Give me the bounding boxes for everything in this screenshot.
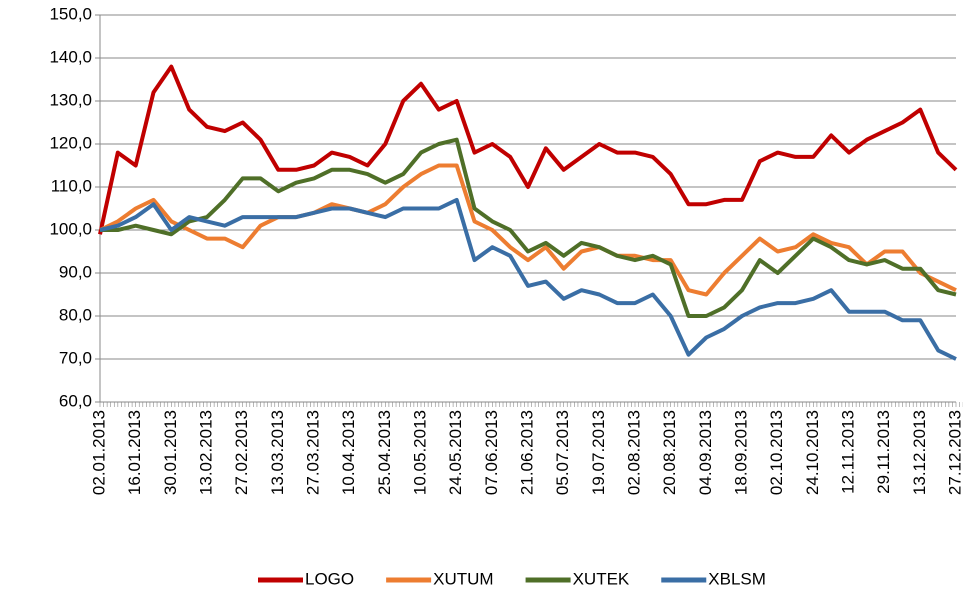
y-tick-label: 80,0 bbox=[59, 305, 92, 324]
y-tick-label: 120,0 bbox=[49, 133, 92, 152]
x-tick-label: 27.02.2013 bbox=[232, 410, 251, 495]
y-tick-label: 70,0 bbox=[59, 348, 92, 367]
x-tick-label: 13.02.2013 bbox=[196, 410, 215, 495]
x-tick-label: 25.04.2013 bbox=[375, 410, 394, 495]
legend-label: XUTEK bbox=[573, 569, 630, 588]
x-tick-label: 10.05.2013 bbox=[410, 410, 429, 495]
y-tick-label: 60,0 bbox=[59, 391, 92, 410]
x-tick-label: 20.08.2013 bbox=[660, 410, 679, 495]
x-tick-label: 13.12.2013 bbox=[910, 410, 929, 495]
x-tick-label: 18.09.2013 bbox=[731, 410, 750, 495]
y-tick-label: 90,0 bbox=[59, 262, 92, 281]
x-tick-label: 27.12.2013 bbox=[945, 410, 963, 495]
x-tick-label: 24.05.2013 bbox=[446, 410, 465, 495]
x-tick-label: 12.11.2013 bbox=[838, 410, 857, 494]
x-tick-label: 02.10.2013 bbox=[767, 410, 786, 495]
legend-label: XUTUM bbox=[433, 569, 493, 588]
x-tick-label: 02.01.2013 bbox=[89, 410, 108, 495]
y-tick-label: 100,0 bbox=[49, 219, 92, 238]
series-line bbox=[99, 197, 957, 361]
series-line bbox=[100, 137, 957, 318]
x-tick-label: 21.06.2013 bbox=[517, 410, 536, 495]
legend-label: XBLSM bbox=[708, 569, 766, 588]
x-tick-label: 19.07.2013 bbox=[589, 410, 608, 495]
x-tick-label: 24.10.2013 bbox=[803, 410, 822, 495]
y-tick-label: 140,0 bbox=[49, 47, 92, 66]
x-tick-label: 02.08.2013 bbox=[624, 410, 643, 495]
x-tick-label: 13.03.2013 bbox=[268, 410, 287, 495]
x-tick-label: 29.11.2013 bbox=[874, 410, 893, 494]
legend-label: LOGO bbox=[305, 569, 354, 588]
x-tick-label: 30.01.2013 bbox=[161, 410, 180, 495]
x-tick-label: 10.04.2013 bbox=[339, 410, 358, 495]
x-tick-label: 07.06.2013 bbox=[482, 410, 501, 495]
x-tick-label: 05.07.2013 bbox=[553, 410, 572, 495]
x-tick-label: 04.09.2013 bbox=[696, 410, 715, 495]
x-tick-label: 27.03.2013 bbox=[303, 410, 322, 495]
y-tick-label: 110,0 bbox=[51, 176, 92, 195]
y-tick-label: 130,0 bbox=[49, 90, 92, 109]
x-tick-label: 16.01.2013 bbox=[125, 410, 144, 495]
series-line bbox=[99, 163, 957, 297]
y-tick-label: 150,0 bbox=[49, 4, 92, 23]
series-line bbox=[98, 64, 958, 235]
